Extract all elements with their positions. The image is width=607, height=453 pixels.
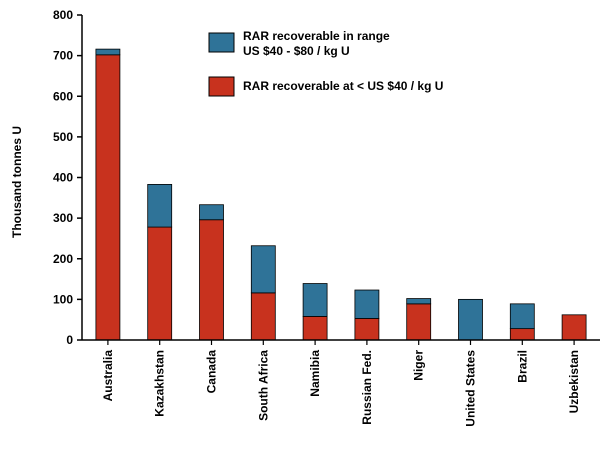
- x-tick-label: Russian Fed.: [360, 350, 374, 425]
- y-tick-label: 0: [66, 333, 73, 347]
- bar-segment: [147, 226, 173, 341]
- bar-segment: [406, 303, 432, 341]
- y-tick-label: 100: [53, 292, 73, 306]
- bar-segment: [406, 298, 432, 305]
- legend-label-above-40-line1: RAR recoverable in range: [243, 29, 390, 43]
- y-tick-label: 300: [53, 211, 73, 225]
- bar-segment: [458, 298, 483, 341]
- x-tick-label: Canada: [205, 350, 219, 394]
- bar-segment: [250, 292, 276, 341]
- y-axis-title: Thousand tonnes U: [10, 126, 24, 238]
- bar-segment: [199, 204, 224, 221]
- bar-segment: [147, 184, 173, 228]
- y-tick-label: 600: [53, 89, 73, 103]
- x-tick-label: Uzbekistan: [567, 350, 581, 413]
- x-tick-label: United States: [464, 350, 478, 427]
- x-tick-label: Australia: [101, 350, 115, 402]
- bars-group: [95, 48, 587, 341]
- legend: RAR recoverable in range US $40 - $80 / …: [208, 29, 443, 97]
- bar-segment: [302, 316, 328, 341]
- bar-segment: [509, 328, 535, 341]
- x-tick-label: Namibia: [308, 350, 322, 397]
- bar-segment: [95, 48, 121, 56]
- bar-segment: [95, 54, 121, 341]
- y-tick-label: 400: [53, 171, 73, 185]
- bar-segment: [354, 318, 380, 341]
- axes-group: 0 100 200 300 400 500 600 700 800 Australia Kazakh…: [53, 8, 600, 427]
- x-tick-label: Kazakhstan: [153, 350, 167, 417]
- y-tick-label: 500: [53, 130, 73, 144]
- x-tick-label: South Africa: [256, 350, 270, 421]
- legend-label-above-40-line2: US $40 - $80 / kg U: [243, 44, 350, 58]
- bar-segment: [354, 289, 380, 319]
- legend-label-below-40: RAR recoverable at < US $40 / kg U: [243, 79, 443, 93]
- y-tick-label: 200: [53, 252, 73, 266]
- bar-segment: [250, 245, 276, 294]
- legend-swatch-above-40: [208, 32, 235, 53]
- x-tick-label: Brazil: [515, 350, 529, 383]
- x-tick-label: Niger: [412, 350, 426, 381]
- bar-segment: [561, 314, 587, 341]
- y-tick-label: 800: [53, 8, 73, 22]
- y-tick-label: 700: [53, 49, 73, 63]
- bar-segment: [509, 303, 535, 330]
- bar-segment: [302, 283, 328, 317]
- bar-segment: [199, 219, 224, 341]
- legend-swatch-below-40: [208, 76, 235, 97]
